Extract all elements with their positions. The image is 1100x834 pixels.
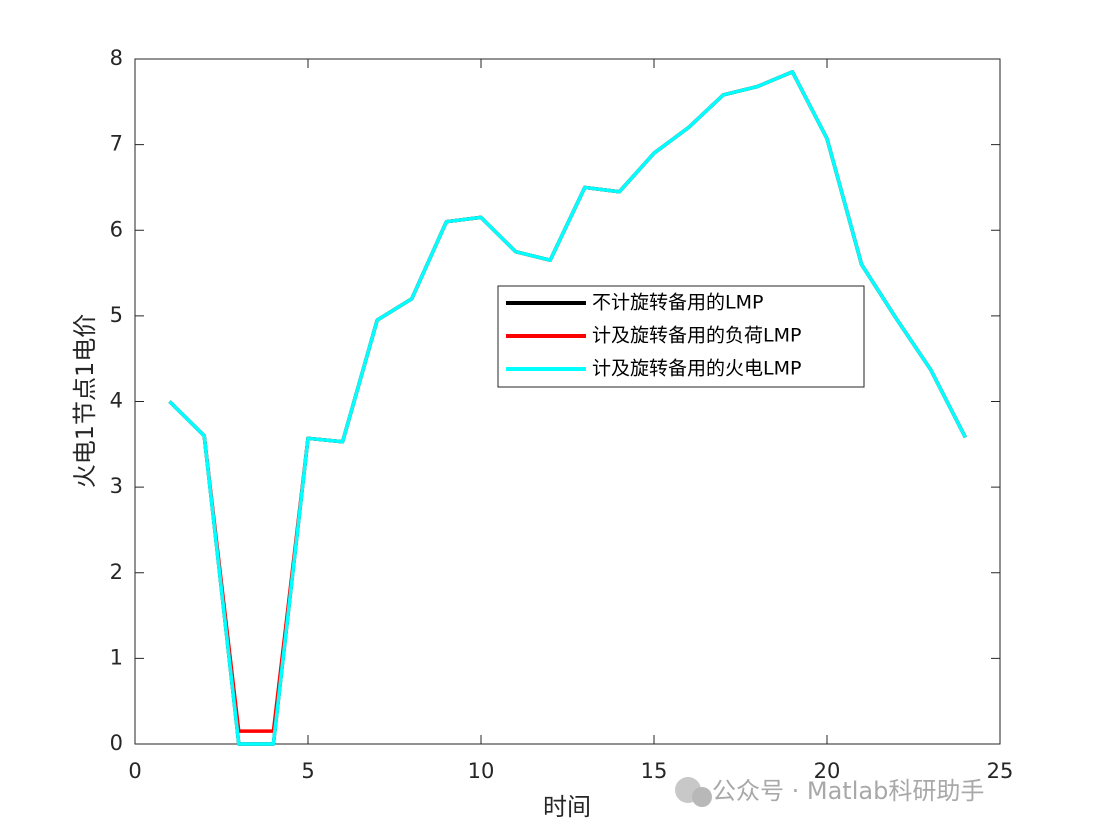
x-tick-label: 15: [641, 759, 668, 783]
x-tick-label: 20: [814, 759, 841, 783]
y-tick-label: 7: [110, 132, 123, 156]
x-tick-label: 25: [987, 759, 1014, 783]
legend-label: 计及旋转备用的负荷LMP: [592, 325, 801, 347]
y-tick-label: 4: [110, 389, 123, 413]
x-tick-label: 5: [301, 759, 314, 783]
plot-area: [134, 58, 1001, 745]
y-tick-label: 5: [110, 303, 123, 327]
y-axis-label: 火电1节点1电价: [71, 314, 99, 489]
x-tick-label: 0: [128, 759, 141, 783]
watermark: 公众号 · Matlab科研助手: [712, 777, 984, 805]
y-tick-label: 0: [110, 731, 123, 755]
y-tick-label: 8: [110, 46, 123, 70]
watermark-icon: [675, 777, 712, 807]
x-tick-label: 10: [468, 759, 495, 783]
legend-label: 计及旋转备用的火电LMP: [592, 358, 801, 380]
x-axis-label: 时间: [543, 793, 591, 821]
y-tick-label: 3: [110, 474, 123, 498]
legend-label: 不计旋转备用的LMP: [592, 292, 763, 314]
line-series: [168, 70, 967, 746]
y-tick-label: 6: [110, 217, 123, 241]
y-tick-label: 1: [110, 645, 123, 669]
y-tick-label: 2: [110, 560, 123, 584]
